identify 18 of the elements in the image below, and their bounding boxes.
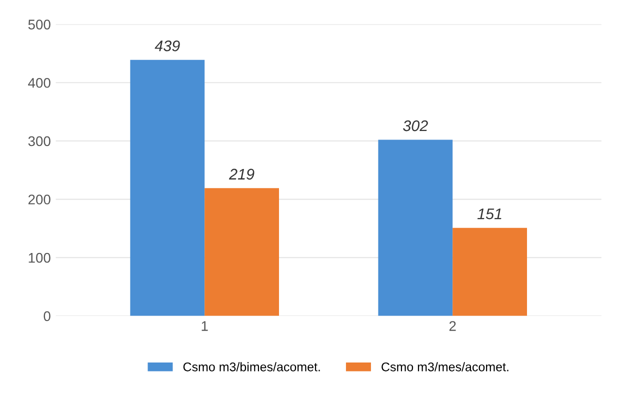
y-tick-label: 0 <box>44 311 50 322</box>
x-tick-label: 1 <box>202 321 208 331</box>
legend-label: Csmo m3/mes/acomet. <box>382 362 508 372</box>
y-tick-label: 400 <box>28 78 50 88</box>
x-tick-label: 2 <box>449 321 456 331</box>
bar <box>378 140 453 316</box>
data-label: 151 <box>477 208 502 220</box>
data-label: 302 <box>403 120 428 132</box>
legend-label: Csmo m3/bimes/acomet. <box>183 362 320 372</box>
bar <box>204 188 279 316</box>
y-tick-label: 500 <box>28 20 50 30</box>
y-tick-label: 100 <box>28 252 50 263</box>
bar <box>452 228 527 316</box>
y-tick-label: 200 <box>28 194 50 204</box>
data-label: 219 <box>228 168 254 180</box>
data-label: 439 <box>154 40 180 52</box>
y-tick-label: 300 <box>28 136 50 146</box>
bar <box>130 60 205 316</box>
